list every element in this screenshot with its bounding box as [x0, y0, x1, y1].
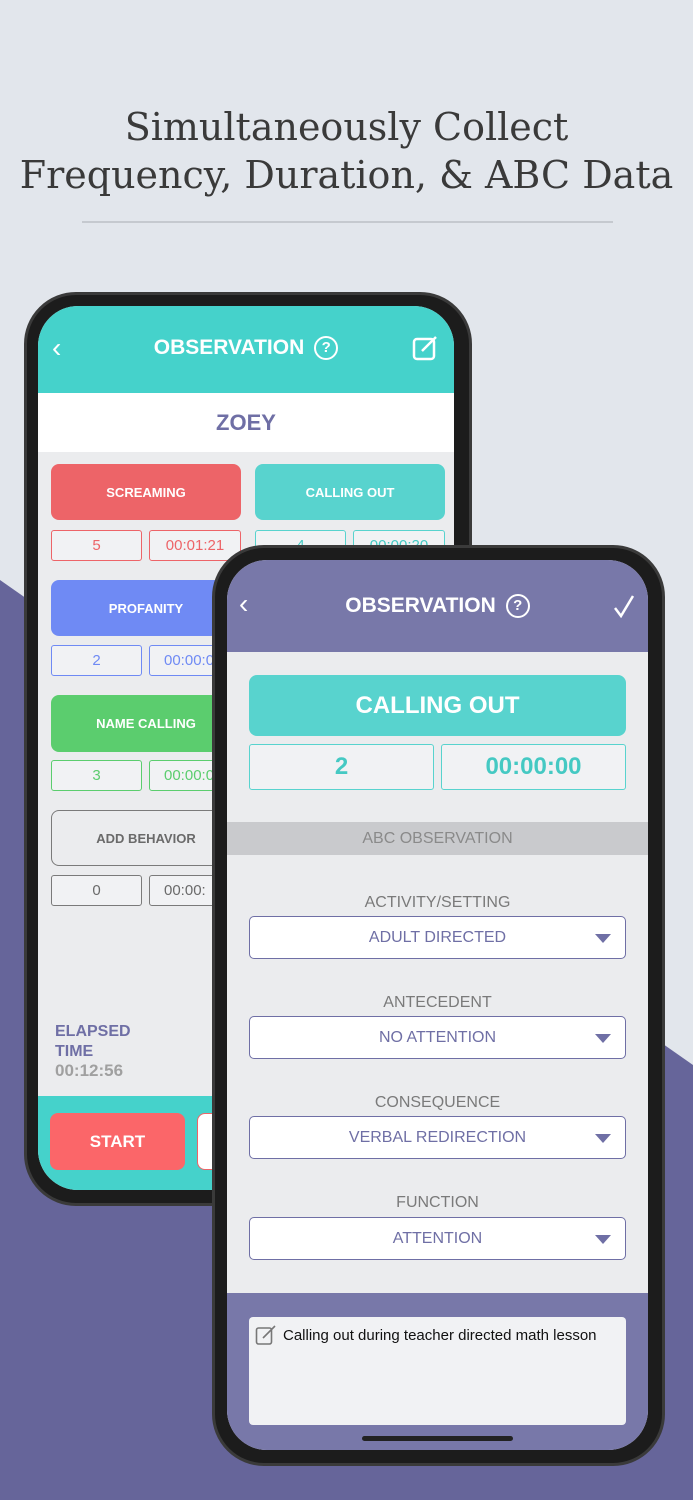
function-dropdown[interactable]: ATTENTION — [249, 1217, 626, 1260]
behavior-screaming-button[interactable]: SCREAMING — [51, 464, 241, 520]
screaming-count: 5 — [51, 530, 142, 561]
dropdown-arrow-icon — [595, 1034, 611, 1043]
profanity-count: 2 — [51, 645, 142, 676]
student-name: ZOEY — [38, 393, 454, 452]
activity-label: ACTIVITY/SETTING — [364, 894, 511, 911]
behavior-profanity-button[interactable]: PROFANITY — [51, 580, 241, 636]
home-indicator — [362, 1436, 513, 1441]
abc-section-header: ABC OBSERVATION — [227, 822, 648, 855]
help-icon[interactable]: ? — [505, 594, 530, 618]
elapsed-label: ELAPSED TIME — [55, 1023, 131, 1060]
headline-line2: Frequency, Duration, & ABC Data — [19, 153, 674, 197]
notes-field[interactable]: Calling out during teacher directed math… — [249, 1317, 626, 1425]
note-text: Calling out during teacher directed math… — [283, 1327, 597, 1344]
back-header: ‹ OBSERVATION? — [38, 306, 454, 393]
note-edit-icon — [255, 1325, 276, 1345]
consequence-label: CONSEQUENCE — [374, 1094, 501, 1111]
activity-value: ADULT DIRECTED — [368, 928, 507, 946]
antecedent-value: NO ATTENTION — [378, 1028, 497, 1046]
consequence-dropdown[interactable]: VERBAL REDIRECTION — [249, 1116, 626, 1159]
antecedent-label: ANTECEDENT — [383, 994, 492, 1011]
dropdown-arrow-icon — [595, 1134, 611, 1143]
dropdown-arrow-icon — [595, 934, 611, 943]
elapsed-value: 00:12:56 — [55, 1061, 124, 1080]
front-header: ‹ OBSERVATION? — [227, 560, 648, 652]
behavior-duration: 00:00:00 — [441, 744, 626, 790]
back-chevron-icon[interactable]: ‹ — [52, 332, 62, 363]
edit-icon[interactable] — [412, 334, 440, 362]
checkmark-icon[interactable] — [613, 594, 635, 618]
antecedent-dropdown[interactable]: NO ATTENTION — [249, 1016, 626, 1059]
divider — [82, 221, 613, 223]
behavior-name-calling-button[interactable]: NAME CALLING — [51, 695, 241, 752]
headline-line1: Simultaneously Collect — [124, 105, 569, 149]
front-header-title: OBSERVATION — [345, 594, 496, 617]
selected-behavior: CALLING OUT — [249, 675, 626, 736]
function-value: ATTENTION — [392, 1229, 483, 1247]
behavior-calling-out-button[interactable]: CALLING OUT — [255, 464, 445, 520]
activity-dropdown[interactable]: ADULT DIRECTED — [249, 916, 626, 959]
function-label: FUNCTION — [396, 1194, 479, 1211]
screaming-duration: 00:01:21 — [149, 530, 241, 561]
dropdown-arrow-icon — [595, 1235, 611, 1244]
name-calling-count: 3 — [51, 760, 142, 791]
add-behavior-button[interactable]: ADD BEHAVIOR — [51, 810, 241, 866]
start-button[interactable]: START — [50, 1113, 185, 1170]
help-icon[interactable]: ? — [314, 336, 339, 360]
add-behavior-count: 0 — [51, 875, 142, 906]
back-chevron-icon[interactable]: ‹ — [239, 588, 249, 619]
consequence-value: VERBAL REDIRECTION — [348, 1128, 527, 1146]
behavior-count: 2 — [249, 744, 434, 790]
front-phone-screen: ‹ OBSERVATION? CALLING OUT 2 00:00:00 AB… — [227, 560, 648, 1450]
back-header-title: OBSERVATION — [153, 336, 305, 359]
